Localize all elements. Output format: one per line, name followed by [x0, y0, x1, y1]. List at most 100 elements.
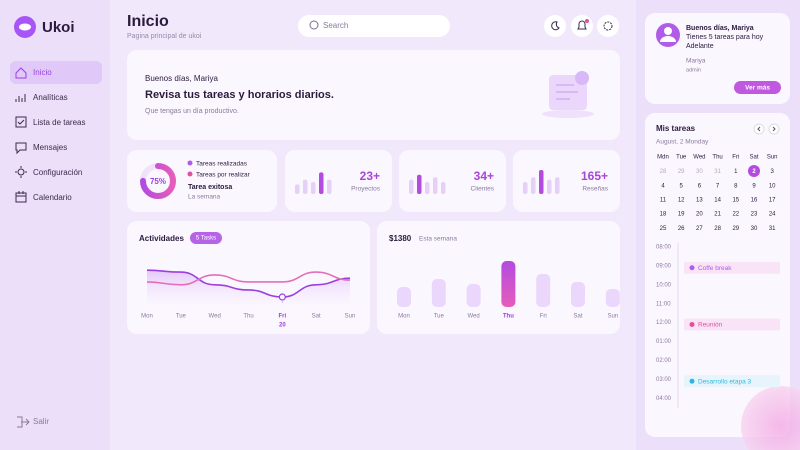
- nav-item[interactable]: Analíticas: [33, 93, 68, 102]
- day[interactable]: 5: [680, 183, 684, 189]
- calendar-title: Mis tareas: [656, 124, 696, 133]
- legend-label: Tareas realizadas: [196, 161, 248, 168]
- day[interactable]: 13: [696, 197, 703, 203]
- day[interactable]: 27: [696, 226, 703, 232]
- stat-value: 34+: [474, 169, 494, 183]
- bar: [536, 274, 551, 307]
- day[interactable]: 30: [751, 226, 758, 232]
- brand: Ukoi: [42, 19, 75, 36]
- more-button[interactable]: [734, 81, 781, 94]
- mini-bar: [523, 182, 528, 194]
- day[interactable]: 1: [734, 169, 738, 175]
- decor-blob: [741, 386, 800, 450]
- calendar-date: August, 2 Monday: [656, 139, 709, 146]
- day[interactable]: 26: [678, 226, 685, 232]
- mini-bar: [319, 172, 324, 194]
- activities-title: Actividades: [139, 234, 184, 243]
- weekday: Fri: [732, 155, 739, 161]
- legend-label: Tareas por realizar: [196, 172, 251, 179]
- bar: [501, 261, 516, 307]
- time-label: 10:00: [656, 282, 672, 288]
- nav-item[interactable]: Inicio: [33, 68, 52, 77]
- logout[interactable]: Salir: [33, 417, 49, 426]
- stat-value: 23+: [360, 169, 380, 183]
- time-label: 09:00: [656, 263, 672, 269]
- mini-bar: [555, 177, 560, 194]
- day[interactable]: 30: [696, 169, 703, 175]
- day[interactable]: 25: [660, 226, 667, 232]
- activities-badge-text: 5 Tasks: [196, 236, 216, 242]
- day[interactable]: 10: [769, 183, 776, 189]
- day[interactable]: 31: [714, 169, 721, 175]
- gear-icon: [603, 21, 613, 31]
- mini-bar: [425, 182, 430, 194]
- day[interactable]: 15: [732, 197, 739, 203]
- day[interactable]: 2: [752, 169, 756, 175]
- day[interactable]: 28: [714, 226, 721, 232]
- time-label: 08:00: [656, 245, 672, 251]
- search-box[interactable]: [298, 15, 450, 37]
- illustration-dot: [575, 71, 589, 85]
- legend-dot: [187, 160, 193, 166]
- day[interactable]: 20: [696, 212, 703, 218]
- day[interactable]: 3: [771, 169, 775, 175]
- day[interactable]: 8: [734, 183, 738, 189]
- time-label: 11:00: [656, 301, 671, 307]
- day[interactable]: 4: [661, 183, 665, 189]
- x-tick-label: Sun: [345, 314, 356, 320]
- mini-bar: [531, 177, 536, 194]
- nav-item[interactable]: Lista de tareas: [33, 118, 85, 127]
- weekday: Thu: [712, 155, 722, 161]
- nav-item[interactable]: Calendario: [33, 193, 72, 202]
- activity-line: [146, 271, 351, 286]
- day[interactable]: 21: [714, 212, 721, 218]
- day[interactable]: 29: [678, 169, 685, 175]
- highlight-point: [278, 293, 286, 301]
- day[interactable]: 31: [769, 226, 776, 232]
- event[interactable]: [684, 375, 780, 388]
- stat-label: Proyectos: [351, 186, 381, 193]
- day[interactable]: 11: [660, 197, 667, 203]
- mini-bar: [327, 179, 332, 194]
- donut-label: 75%: [150, 177, 166, 186]
- welcome-card: [127, 50, 620, 140]
- x-tick-label: Wed: [467, 314, 479, 320]
- event[interactable]: [684, 318, 780, 331]
- nav-item[interactable]: Mensajes: [33, 143, 67, 152]
- calendar-card: [645, 113, 790, 437]
- mini-bar: [409, 179, 414, 194]
- day[interactable]: 22: [732, 212, 739, 218]
- next-month[interactable]: [768, 123, 780, 135]
- day[interactable]: 17: [769, 197, 776, 203]
- settings-button[interactable]: [597, 15, 619, 37]
- event[interactable]: [684, 261, 780, 274]
- day[interactable]: 9: [752, 183, 756, 189]
- day[interactable]: 24: [769, 212, 776, 218]
- day[interactable]: 6: [698, 183, 702, 189]
- notifications-button[interactable]: [571, 15, 593, 37]
- nav-item[interactable]: Configuración: [33, 168, 82, 177]
- day[interactable]: 7: [716, 183, 720, 189]
- mini-bar: [547, 179, 552, 194]
- time-label: 02:00: [656, 358, 672, 364]
- prev-month[interactable]: [753, 123, 765, 135]
- x-tick-label: Tue: [434, 314, 445, 320]
- time-label: 01:00: [656, 339, 672, 345]
- day[interactable]: 14: [714, 197, 721, 203]
- day[interactable]: 18: [660, 212, 667, 218]
- mini-bar: [441, 182, 446, 194]
- day[interactable]: 28: [660, 169, 667, 175]
- time-label: 04:00: [656, 396, 672, 402]
- more-button-text[interactable]: Ver más: [745, 85, 770, 92]
- day[interactable]: 23: [751, 212, 758, 218]
- page-subtitle: Pagina principal de ukoi: [127, 33, 202, 40]
- day[interactable]: 16: [751, 197, 758, 203]
- day[interactable]: 12: [678, 197, 685, 203]
- active-nav-bg: [10, 61, 102, 84]
- day[interactable]: 19: [678, 212, 685, 218]
- week-card: [377, 221, 620, 334]
- mini-bar: [311, 182, 316, 194]
- profile-name: Mariya: [686, 58, 706, 65]
- day[interactable]: 29: [732, 226, 739, 232]
- theme-button[interactable]: [544, 15, 566, 37]
